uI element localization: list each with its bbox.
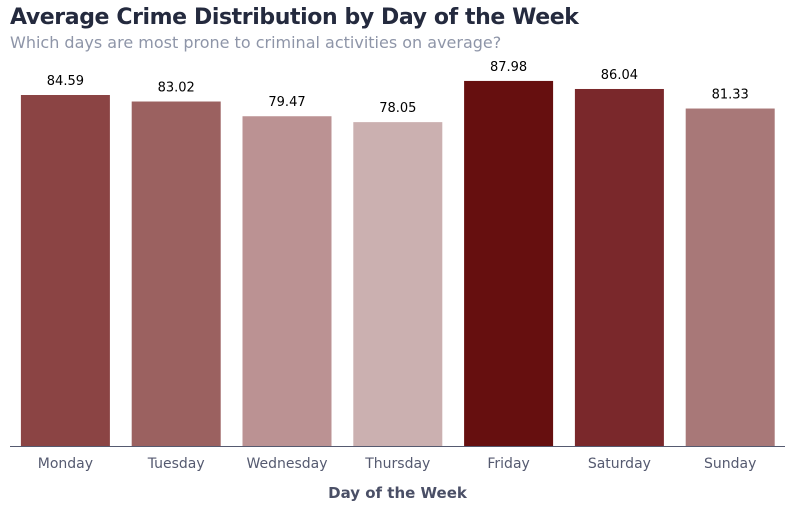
bar-tuesday (131, 101, 221, 447)
bar-saturday (574, 88, 664, 446)
x-tick-label-saturday: Saturday (588, 456, 651, 472)
bar-monday (20, 95, 110, 446)
bar-sunday (685, 108, 775, 446)
bar-thursday (353, 122, 443, 446)
chart-subtitle: Which days are most prone to criminal ac… (10, 33, 502, 52)
x-tick-label-monday: Monday (38, 456, 93, 472)
x-tick-label-friday: Friday (487, 456, 529, 472)
value-labels-group: 84.59 83.02 79.47 78.05 87.98 86.04 81.33 (47, 60, 749, 116)
x-tick-labels-group: Monday Tuesday Wednesday Thursday Friday Satu… (38, 456, 757, 472)
value-label-sunday: 81.33 (712, 88, 749, 103)
bars-group (20, 80, 775, 447)
bar-wednesday (242, 116, 332, 447)
x-tick-label-tuesday: Tuesday (147, 456, 205, 472)
value-label-thursday: 78.05 (379, 101, 416, 116)
chart-title: Average Crime Distribution by Day of the… (10, 5, 579, 30)
value-label-wednesday: 79.47 (268, 95, 305, 110)
x-tick-label-wednesday: Wednesday (246, 456, 327, 472)
value-label-tuesday: 83.02 (158, 81, 195, 96)
x-axis-label: Day of the Week (328, 484, 468, 502)
value-label-saturday: 86.04 (601, 68, 638, 83)
value-label-friday: 87.98 (490, 60, 527, 75)
value-label-monday: 84.59 (47, 74, 84, 89)
x-tick-label-thursday: Thursday (364, 456, 430, 472)
x-tick-label-sunday: Sunday (704, 456, 756, 472)
bar-friday (464, 80, 554, 446)
